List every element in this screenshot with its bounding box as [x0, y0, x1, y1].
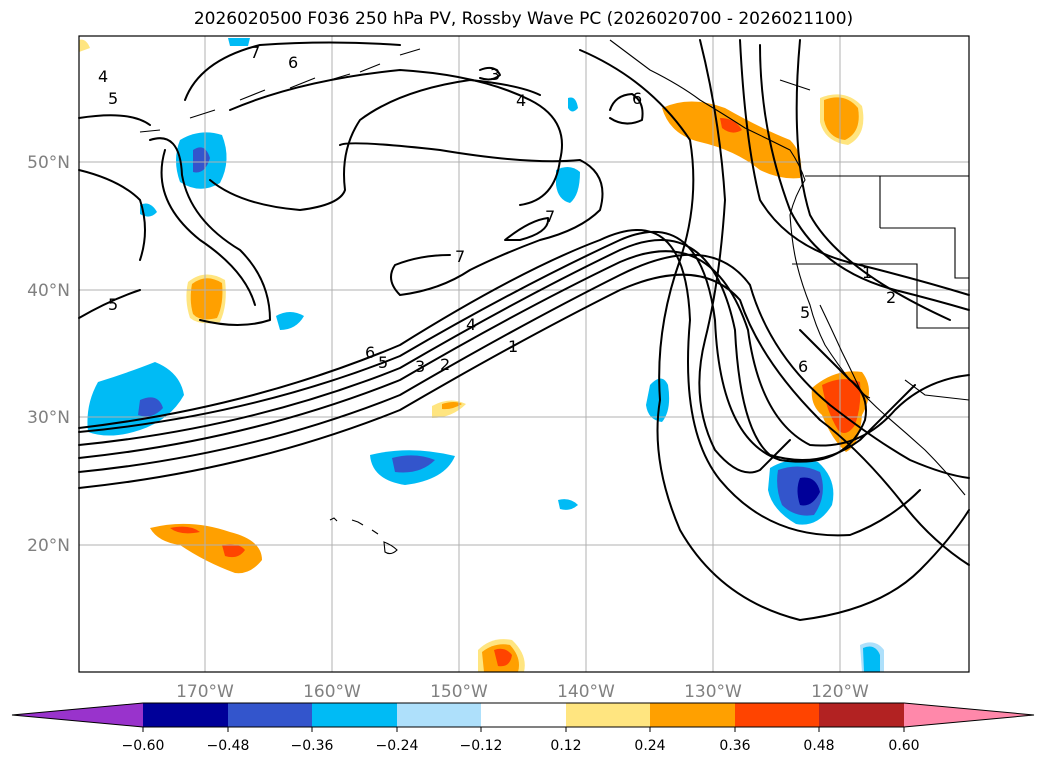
contour-label: 1 — [862, 263, 872, 282]
colorbar-segment — [819, 703, 904, 727]
lon-axis: 170°W 160°W 150°W 140°W 130°W 120°W — [176, 682, 869, 702]
colorbar-extend-high — [904, 703, 1034, 727]
lon-label: 160°W — [303, 682, 361, 702]
shade-blob — [797, 477, 820, 506]
shade-blob — [558, 499, 578, 510]
shade-blob — [494, 648, 512, 667]
lon-label: 120°W — [811, 682, 869, 702]
colorbar-tick-label: −0.60 — [122, 738, 165, 754]
contour-label: 7 — [455, 247, 465, 266]
shade-blob — [863, 646, 880, 672]
colorbar-segment — [735, 703, 819, 727]
colorbar-segment — [397, 703, 481, 727]
contour-label: 5 — [378, 353, 388, 372]
colorbar-tick-label: 0.60 — [888, 738, 919, 754]
colorbar-segment — [650, 703, 735, 727]
lat-axis: 50°N 40°N 30°N 20°N — [27, 153, 70, 556]
colorbar-ticks — [142, 727, 905, 732]
colorbar-tick-label: 0.36 — [719, 738, 750, 754]
lat-label: 50°N — [27, 153, 70, 173]
contour-label: 6 — [365, 343, 375, 362]
contour-label: 7 — [545, 207, 555, 226]
shade-blob — [228, 38, 250, 46]
chart-title: 2026020500 F036 250 hPa PV, Rossby Wave … — [193, 9, 854, 29]
shade-blob — [193, 147, 210, 173]
lon-label: 130°W — [684, 682, 742, 702]
contour-label: 6 — [798, 357, 808, 376]
lat-label: 40°N — [27, 281, 70, 301]
colorbar-segment — [143, 703, 228, 727]
map-frame — [78, 35, 970, 673]
colorbar-tick-label: −0.24 — [376, 738, 419, 754]
contour-label: 2 — [440, 355, 450, 374]
shade-blob — [646, 378, 670, 422]
shade-blob — [442, 402, 462, 410]
contour-label: 2 — [886, 288, 896, 307]
contour-label: 4 — [98, 67, 108, 86]
shade-blob — [170, 526, 200, 534]
contour-label: 3 — [490, 65, 500, 84]
colorbar-tick-label: 0.12 — [550, 738, 581, 754]
shade-blob — [222, 544, 245, 558]
shade-blob — [276, 312, 304, 330]
contour-label: 6 — [632, 89, 642, 108]
colorbar-segment — [228, 703, 312, 727]
contour-label: 6 — [288, 53, 298, 72]
shade-blob — [568, 97, 578, 112]
shade-blob — [824, 97, 859, 140]
shade-blob — [150, 523, 262, 574]
colorbar-tick-label: 0.48 — [803, 738, 834, 754]
contour-labels: 1 2 3 4 5 6 1 2 5 6 7 7 5 5 4 6 7 4 3 6 — [98, 43, 896, 376]
contour-label: 1 — [508, 337, 518, 356]
contour-label: 4 — [466, 315, 476, 334]
colorbar-tick-label: −0.12 — [460, 738, 503, 754]
contour-label: 5 — [800, 303, 810, 322]
colorbar-segment — [312, 703, 397, 727]
colorbar-segment — [481, 703, 566, 727]
contour-label: 3 — [415, 357, 425, 376]
shade-blob — [662, 101, 802, 179]
lon-label: 150°W — [430, 682, 488, 702]
contour-label: 5 — [108, 89, 118, 108]
contour-label: 7 — [250, 43, 260, 62]
lat-label: 20°N — [27, 536, 70, 556]
contour-label: 4 — [516, 91, 526, 110]
shade-blob — [392, 455, 435, 473]
lat-label: 30°N — [27, 408, 70, 428]
graticule — [79, 36, 969, 672]
colorbar: −0.60 −0.48 −0.36 −0.24 −0.12 0.12 0.24 … — [11, 702, 1035, 754]
colorbar-tick-label: 0.24 — [634, 738, 665, 754]
contour-label: 5 — [108, 295, 118, 314]
pv-contours — [78, 39, 970, 621]
shade-blob — [79, 39, 90, 52]
colorbar-tick-label: −0.48 — [207, 738, 250, 754]
colorbar-extend-low — [12, 703, 143, 727]
shade-blob — [138, 397, 163, 417]
shade-blob — [190, 278, 223, 320]
colorbar-segment — [566, 703, 650, 727]
colorbar-tick-label: −0.36 — [291, 738, 334, 754]
lon-label: 140°W — [557, 682, 615, 702]
shade-blob — [556, 166, 580, 203]
lon-label: 170°W — [176, 682, 234, 702]
shade-blob — [720, 118, 742, 133]
